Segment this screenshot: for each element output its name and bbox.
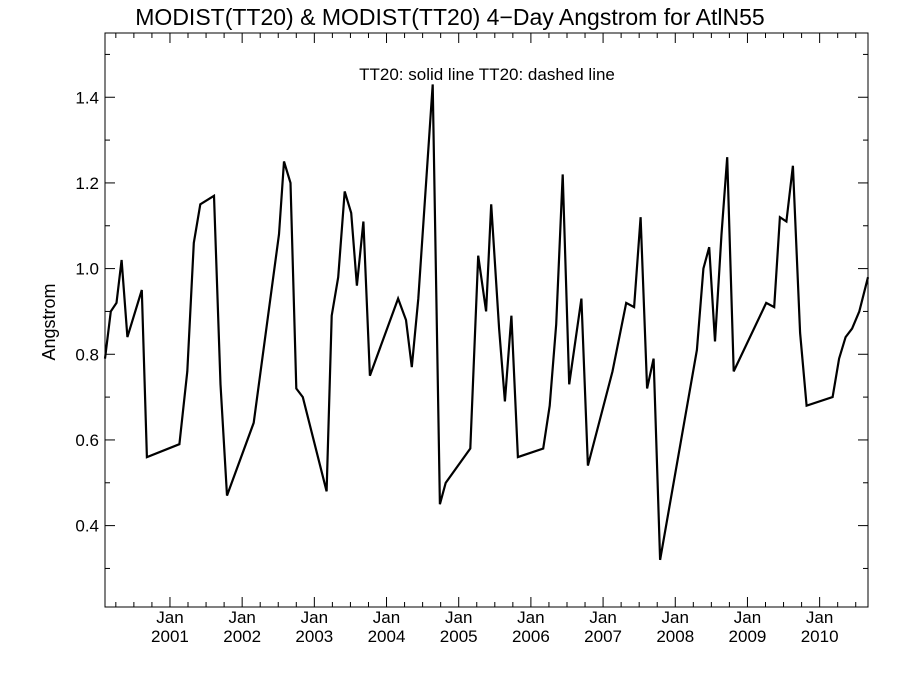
x-tick-label-month: Jan	[228, 608, 255, 627]
x-tick-label-year: 2005	[440, 627, 478, 646]
x-tick-label-month: Jan	[301, 608, 328, 627]
x-tick-label-year: 2001	[151, 627, 189, 646]
x-tick-label-year: 2002	[223, 627, 261, 646]
y-tick-label: 1.2	[75, 174, 99, 193]
x-tick-label-month: Jan	[156, 608, 183, 627]
x-tick-label-year: 2010	[801, 627, 839, 646]
y-tick-label: 1.4	[75, 88, 99, 107]
chart-title: MODIST(TT20) & MODIST(TT20) 4−Day Angstr…	[135, 4, 765, 30]
x-tick-label-month: Jan	[445, 608, 472, 627]
plot-frame	[104, 32, 869, 608]
y-tick-label: 0.4	[75, 517, 99, 536]
x-tick-label-month: Jan	[734, 608, 761, 627]
x-tick-label-year: 2008	[656, 627, 694, 646]
axes	[104, 32, 869, 608]
y-tick-label: 0.8	[75, 345, 99, 364]
y-tick-label: 0.6	[75, 431, 99, 450]
x-tick-label-year: 2004	[368, 627, 406, 646]
x-tick-label-month: Jan	[373, 608, 400, 627]
x-tick-label-year: 2006	[512, 627, 550, 646]
y-tick-label: 1.0	[75, 260, 99, 279]
x-tick-label-year: 2009	[729, 627, 767, 646]
x-tick-label-month: Jan	[806, 608, 833, 627]
x-tick-label-year: 2003	[295, 627, 333, 646]
series-line-tt20	[103, 84, 870, 561]
x-tick-label-month: Jan	[662, 608, 689, 627]
labels: TT20: solid line TT20: dashed line Angst…	[39, 65, 839, 646]
x-tick-label-month: Jan	[589, 608, 616, 627]
series-annotation: TT20: solid line TT20: dashed line	[359, 65, 615, 84]
y-axis-label: Angstrom	[39, 283, 59, 360]
x-tick-label-year: 2007	[584, 627, 622, 646]
x-tick-label-month: Jan	[517, 608, 544, 627]
plot-area	[103, 84, 870, 561]
